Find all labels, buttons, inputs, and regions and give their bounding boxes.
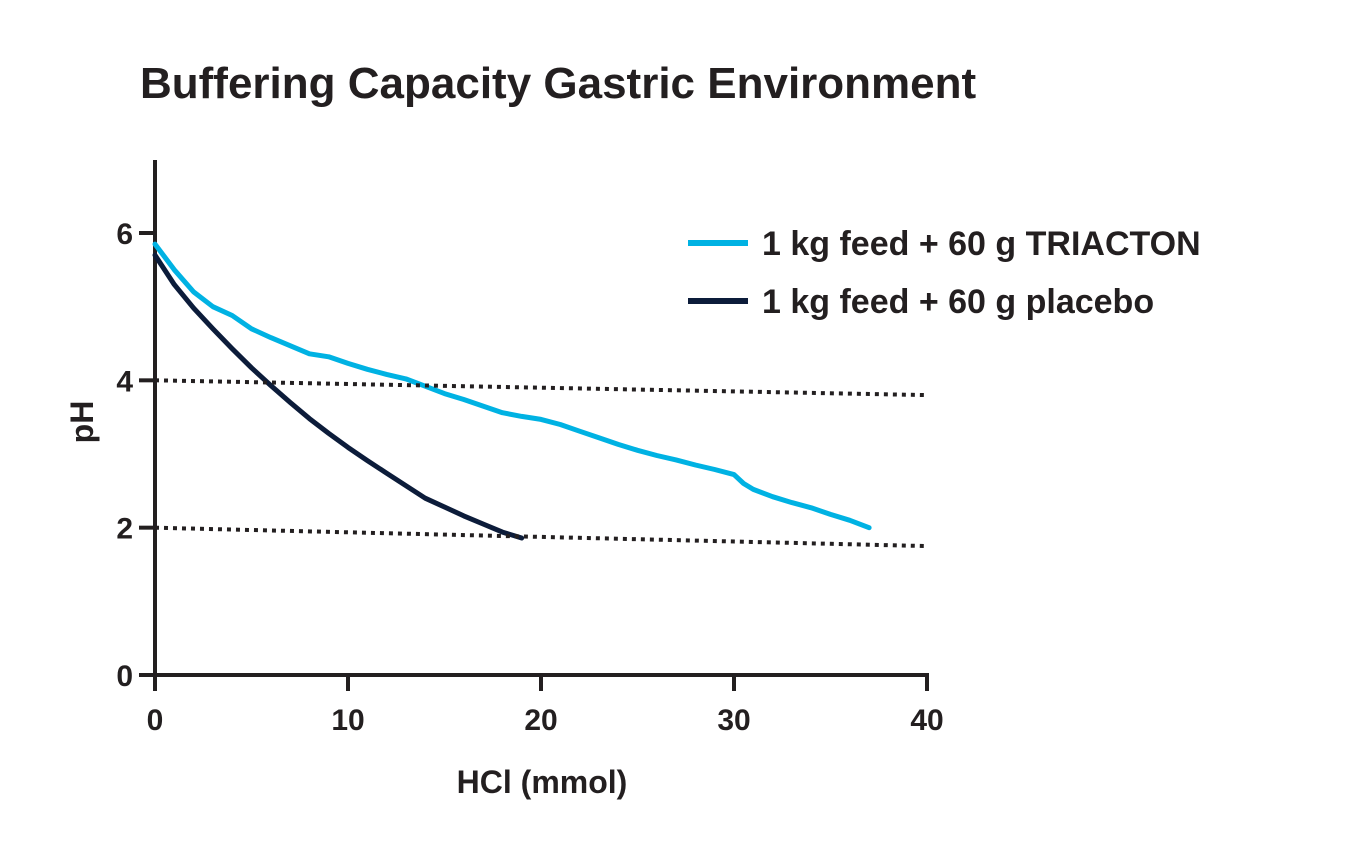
x-tick-label: 40 <box>910 704 943 737</box>
series-lines <box>152 241 928 549</box>
reference-line-dotted <box>154 378 928 398</box>
legend-entry-label: 1 kg feed + 60 g TRIACTON <box>762 225 1201 263</box>
x-tick-label: 30 <box>717 704 750 737</box>
legend-entry-label: 1 kg feed + 60 g placebo <box>762 283 1154 321</box>
y-axis-label: pH <box>64 401 100 444</box>
x-tick-label: 10 <box>331 704 364 737</box>
reference-line-dotted <box>154 525 928 549</box>
y-tick-label: 4 <box>116 365 133 398</box>
y-tick-label: 0 <box>116 660 133 693</box>
x-axis-label: HCl (mmol) <box>457 764 628 800</box>
chart-title: Buffering Capacity Gastric Environment <box>140 59 977 108</box>
series-line-triacton <box>152 241 872 531</box>
axis-ticks: 0 2 4 6 0 10 20 30 40 <box>116 218 943 737</box>
y-tick-label: 2 <box>116 513 133 546</box>
series-line-placebo <box>152 252 525 541</box>
legend: 1 kg feed + 60 g TRIACTON 1 kg feed + 60 … <box>688 225 1201 321</box>
x-tick-label: 0 <box>147 704 164 737</box>
x-tick-label: 20 <box>524 704 557 737</box>
y-tick-label: 6 <box>116 218 133 251</box>
